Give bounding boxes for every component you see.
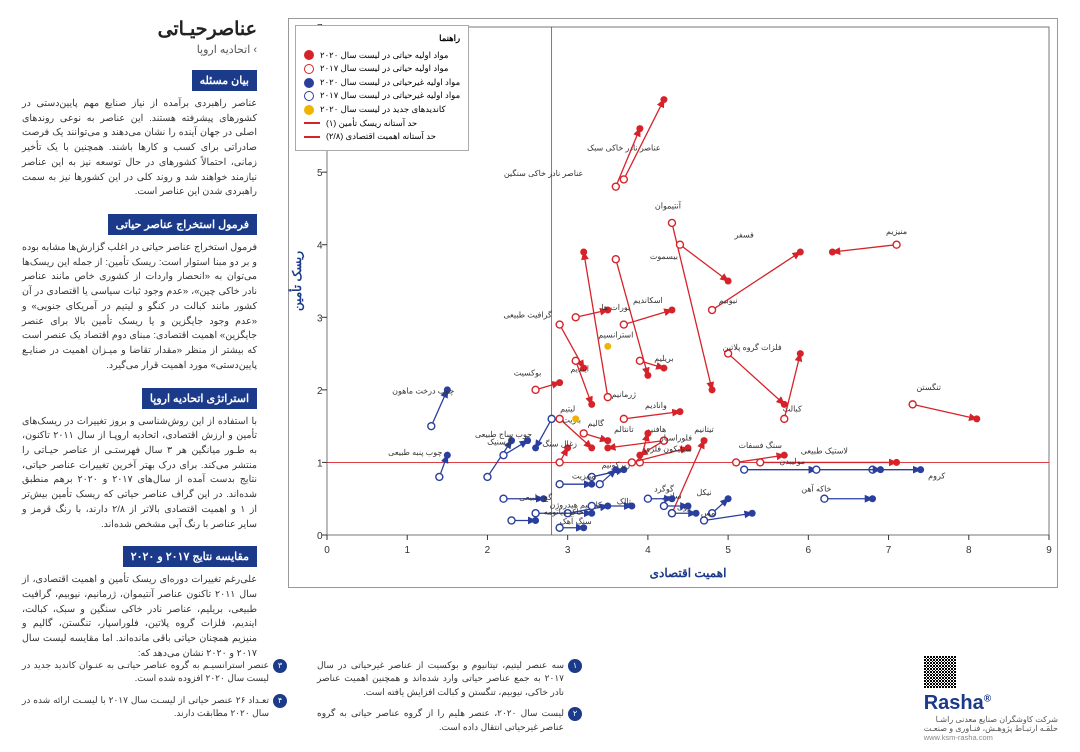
svg-text:عناصر نادر خاکی سنگین: عناصر نادر خاکی سنگین [504, 168, 583, 178]
svg-text:استرانسیم: استرانسیم [598, 331, 633, 340]
section-heading: مقایسه نتایج ۲۰۱۷ و ۲۰۲۰ [123, 546, 257, 567]
svg-text:5: 5 [725, 545, 731, 556]
svg-text:6: 6 [806, 545, 812, 556]
svg-text:5: 5 [317, 168, 323, 179]
scatter-chart: راهنمامواد اولیه حیاتی در لیست سال ۲۰۲۰م… [288, 18, 1058, 588]
svg-text:سنگ فسفات: سنگ فسفات [738, 440, 782, 450]
svg-text:تانتالم: تانتالم [614, 425, 634, 434]
svg-text:بورات ها: بورات ها [601, 303, 630, 312]
svg-text:0: 0 [324, 545, 330, 556]
svg-text:آنتیموان: آنتیموان [655, 200, 682, 210]
svg-text:عناصر نادر خاکی سبک: عناصر نادر خاکی سبک [587, 143, 661, 152]
svg-text:کبالت: کبالت [783, 405, 802, 414]
chart-legend: راهنمامواد اولیه حیاتی در لیست سال ۲۰۲۰م… [295, 25, 469, 151]
svg-text:تالک: تالک [617, 497, 631, 506]
svg-text:سیلیکون فلزی: سیلیکون فلزی [644, 445, 692, 454]
svg-text:فلوراسپار: فلوراسپار [659, 434, 692, 443]
svg-text:0: 0 [317, 531, 323, 542]
svg-text:گوگرد: گوگرد [654, 483, 674, 493]
svg-text:اهمیت اقتصادی: اهمیت اقتصادی [650, 566, 727, 580]
svg-text:منیزیت: منیزیت [572, 471, 596, 480]
section-body: علی‌رغم تغییرات دوره‌ای ریسک تأمین و اهم… [22, 573, 257, 661]
svg-text:تنگستن: تنگستن [916, 382, 941, 392]
svg-text:خاکه آهن: خاکه آهن [801, 483, 831, 493]
svg-text:تیتانیم: تیتانیم [694, 425, 713, 434]
svg-text:نیوبیم: نیوبیم [719, 296, 738, 305]
svg-text:ایندیم: ایندیم [570, 365, 589, 374]
svg-text:بریلیم: بریلیم [654, 354, 673, 363]
svg-text:ژرمانیم: ژرمانیم [612, 390, 637, 399]
svg-text:7: 7 [886, 545, 892, 556]
svg-text:کروم: کروم [928, 471, 945, 480]
svg-text:بوکسیت: بوکسیت [514, 368, 542, 377]
svg-text:چوب ساج طبیعی: چوب ساج طبیعی [475, 430, 532, 439]
svg-text:بیسموت: بیسموت [650, 252, 678, 261]
svg-text:2: 2 [485, 545, 491, 556]
qr-code-icon [924, 656, 956, 688]
svg-text:گچ طبیعی: گچ طبیعی [519, 492, 552, 502]
svg-text:چوب پنبه طبیعی: چوب پنبه طبیعی [388, 448, 442, 457]
section-body: عناصر راهبردی برآمده از نیاز صنایع مهم پ… [22, 97, 257, 200]
section-heading: فرمول استخراج عناصر حیاتی [108, 214, 257, 235]
svg-text:2: 2 [317, 386, 323, 397]
svg-text:3: 3 [317, 313, 323, 324]
svg-text:چوب درخت ماهون: چوب درخت ماهون [392, 386, 454, 395]
svg-text:1: 1 [404, 545, 410, 556]
section-body: با استفاده از این روش‌شناسی و بروز تغییر… [22, 415, 257, 533]
svg-text:لاستیک طبیعی: لاستیک طبیعی [801, 447, 848, 456]
svg-text:مس: مس [701, 508, 715, 517]
section-heading: استراتژی اتحادیه اروپا [142, 388, 257, 409]
svg-text:4: 4 [645, 545, 651, 556]
svg-text:فسفر: فسفر [733, 230, 754, 239]
svg-text:8: 8 [966, 545, 972, 556]
svg-text:لیتیم: لیتیم [560, 405, 575, 414]
svg-text:سنگ آهک: سنگ آهک [560, 516, 592, 526]
svg-text:1: 1 [317, 458, 323, 469]
svg-text:مولیبدن: مولیبدن [779, 457, 805, 466]
svg-text:اسکاندیم: اسکاندیم [633, 296, 663, 305]
page-title: عناصرحیـاتی [22, 18, 257, 41]
svg-text:وانادیم: وانادیم [645, 401, 667, 410]
svg-text:گالیم: گالیم [588, 418, 605, 428]
svg-text:خاک دیاتومه: خاک دیاتومه [544, 508, 584, 517]
footnotes: ۱سه عنصر لیتیم، تیتانیوم و بوکسیت از عنا… [22, 659, 582, 743]
svg-text:گرافیت طبیعی: گرافیت طبیعی [503, 309, 552, 319]
brand-block: Rasha® شرکت کاوشگران صنایع معدنی راشـا ح… [924, 656, 1058, 742]
svg-text:فلزات گروه پلاتین: فلزات گروه پلاتین [723, 342, 782, 352]
svg-text:منیزیم: منیزیم [886, 227, 907, 236]
svg-text:زغال سنگ: زغال سنگ [542, 438, 577, 448]
svg-text:3: 3 [565, 545, 571, 556]
svg-text:نیکل: نیکل [696, 488, 711, 497]
page-subtitle: › اتحادیه اروپا [22, 43, 257, 56]
section-heading: بیان مسئله [192, 70, 257, 91]
section-body: فرمول استخراج عناصر حیاتی در اغلب گزارش‌… [22, 241, 257, 373]
svg-text:4: 4 [317, 241, 323, 252]
svg-text:9: 9 [1046, 545, 1052, 556]
svg-text:ریسک تأمین: ریسک تأمین [288, 251, 305, 311]
